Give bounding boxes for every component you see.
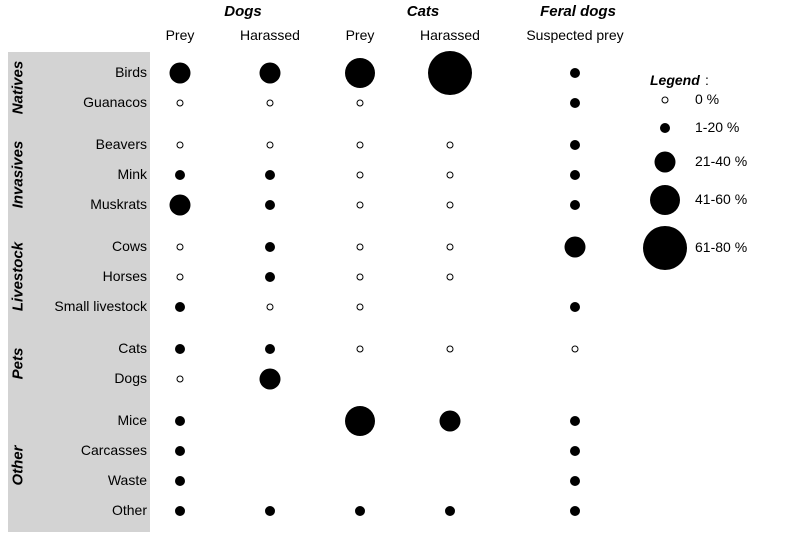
row-label: Mice	[37, 412, 147, 428]
legend-colon: :	[705, 72, 709, 88]
data-bubble	[177, 274, 184, 281]
data-bubble	[260, 369, 281, 390]
data-bubble	[447, 244, 454, 251]
row-label: Other	[37, 502, 147, 518]
data-bubble	[175, 506, 185, 516]
group-label: Pets	[10, 314, 27, 414]
super-header: Dogs	[158, 3, 328, 20]
data-bubble	[357, 274, 364, 281]
data-bubble	[175, 170, 185, 180]
data-bubble	[170, 63, 191, 84]
legend-swatch	[662, 97, 669, 104]
row-label: Carcasses	[37, 442, 147, 458]
legend-swatch	[660, 123, 670, 133]
data-bubble	[265, 272, 275, 282]
data-bubble	[265, 506, 275, 516]
data-bubble	[447, 274, 454, 281]
data-bubble	[265, 344, 275, 354]
group-label: Invasives	[10, 125, 27, 225]
legend-label: 0 %	[695, 91, 719, 107]
data-bubble	[177, 100, 184, 107]
data-bubble	[570, 200, 580, 210]
data-bubble	[355, 506, 365, 516]
data-bubble	[357, 304, 364, 311]
data-bubble	[175, 446, 185, 456]
data-bubble	[570, 140, 580, 150]
row-label: Cats	[37, 340, 147, 356]
data-bubble	[357, 244, 364, 251]
data-bubble	[267, 304, 274, 311]
data-bubble	[177, 142, 184, 149]
data-bubble	[447, 172, 454, 179]
data-bubble	[260, 63, 281, 84]
data-bubble	[357, 172, 364, 179]
row-label: Waste	[37, 472, 147, 488]
data-bubble	[265, 242, 275, 252]
column-header: Harassed	[390, 27, 510, 43]
group-label: Livestock	[10, 227, 27, 327]
group-box	[8, 328, 150, 400]
row-label: Guanacos	[37, 94, 147, 110]
row-label: Muskrats	[37, 196, 147, 212]
data-bubble	[447, 346, 454, 353]
data-bubble	[570, 98, 580, 108]
data-bubble	[570, 170, 580, 180]
data-bubble	[357, 202, 364, 209]
legend-swatch	[655, 152, 676, 173]
group-box	[8, 52, 150, 124]
data-bubble	[170, 195, 191, 216]
data-bubble	[345, 406, 375, 436]
data-bubble	[267, 100, 274, 107]
data-bubble	[570, 68, 580, 78]
data-bubble	[357, 100, 364, 107]
super-header: Feral dogs	[518, 3, 638, 20]
data-bubble	[267, 142, 274, 149]
legend-label: 21-40 %	[695, 153, 747, 169]
data-bubble	[570, 506, 580, 516]
data-bubble	[570, 476, 580, 486]
legend-label: 61-80 %	[695, 239, 747, 255]
row-label: Dogs	[37, 370, 147, 386]
data-bubble	[445, 506, 455, 516]
data-bubble	[265, 170, 275, 180]
data-bubble	[447, 142, 454, 149]
data-bubble	[345, 58, 375, 88]
data-bubble	[265, 200, 275, 210]
row-label: Birds	[37, 64, 147, 80]
group-label: Natives	[10, 38, 27, 138]
data-bubble	[177, 376, 184, 383]
data-bubble	[570, 416, 580, 426]
data-bubble	[572, 346, 579, 353]
data-bubble	[357, 142, 364, 149]
data-bubble	[440, 411, 461, 432]
legend-swatch	[643, 226, 687, 270]
legend-label: 1-20 %	[695, 119, 739, 135]
data-bubble	[570, 446, 580, 456]
data-bubble	[570, 302, 580, 312]
data-bubble	[175, 344, 185, 354]
row-label: Cows	[37, 238, 147, 254]
data-bubble	[177, 244, 184, 251]
super-header: Cats	[338, 3, 508, 20]
row-label: Horses	[37, 268, 147, 284]
legend-label: 41-60 %	[695, 191, 747, 207]
row-label: Beavers	[37, 136, 147, 152]
data-bubble	[565, 237, 586, 258]
legend-swatch	[650, 185, 680, 215]
row-label: Small livestock	[37, 298, 147, 314]
data-bubble	[428, 51, 472, 95]
legend-title: Legend	[650, 72, 700, 88]
row-label: Mink	[37, 166, 147, 182]
data-bubble	[357, 346, 364, 353]
data-bubble	[447, 202, 454, 209]
column-header: Suspected prey	[515, 27, 635, 43]
data-bubble	[175, 302, 185, 312]
group-label: Other	[10, 416, 27, 516]
data-bubble	[175, 476, 185, 486]
data-bubble	[175, 416, 185, 426]
